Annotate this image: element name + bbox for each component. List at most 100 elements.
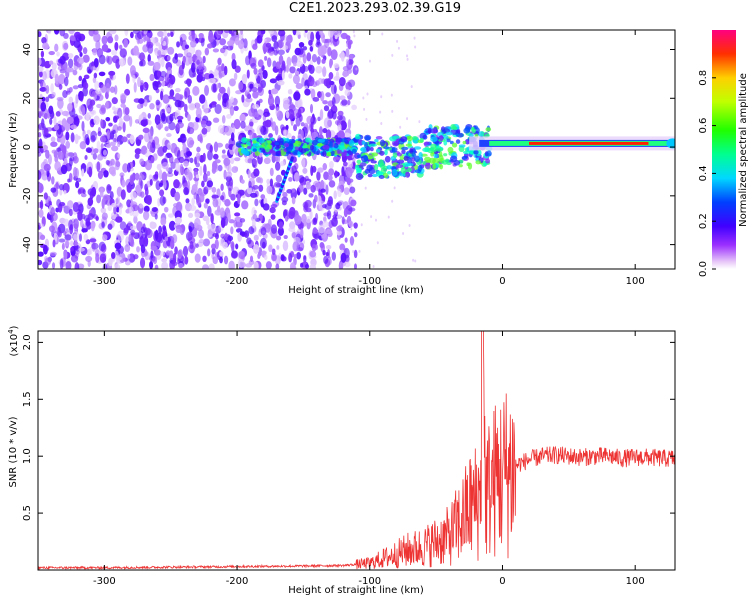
spectrogram-cell	[126, 199, 132, 208]
spectrogram-cell	[172, 202, 180, 208]
spectrogram-cell	[368, 59, 371, 63]
spectrogram-cell	[50, 83, 54, 94]
spectrogram-cell	[166, 55, 171, 61]
spectrogram-cell	[202, 55, 206, 64]
spectrogram-cell	[254, 82, 259, 88]
spectrogram-cell	[328, 168, 335, 176]
spectrogram-cell	[101, 198, 105, 209]
spectrogram-cell	[397, 159, 405, 164]
spectrogram-cell	[325, 92, 331, 98]
spectrogram-cell	[80, 193, 87, 198]
spectrogram-cell	[349, 186, 356, 194]
spectrogram-cell	[220, 183, 224, 191]
spectrogram-cell	[354, 164, 360, 171]
spectrogram-cell	[158, 225, 163, 234]
spectrogram-cell	[112, 129, 116, 135]
spectrogram-cell	[43, 127, 49, 136]
y-tick-label: 2.0	[22, 334, 33, 350]
spectrogram-cell	[95, 216, 99, 221]
spectrogram-cell	[199, 136, 203, 144]
spectrogram-cell	[239, 113, 246, 122]
spectrogram-cell	[319, 109, 324, 121]
spectrogram-cell	[73, 113, 79, 122]
spectrogram-cell	[130, 191, 137, 200]
spectrogram-cell	[303, 255, 307, 264]
spectrogram-cell	[287, 108, 295, 120]
spectrogram-cell	[204, 85, 210, 96]
spectrogram-cell	[70, 124, 78, 130]
spectrogram-cell	[327, 196, 333, 205]
x-tick-label: -300	[93, 576, 116, 587]
spectrogram-cell	[90, 135, 96, 143]
spectrogram-cell	[352, 250, 355, 254]
spectrogram-cell	[458, 144, 466, 148]
spectrogram-cell	[124, 30, 129, 36]
spectrogram-cell	[178, 156, 185, 164]
spectrogram-cell	[114, 242, 122, 250]
spectrogram-cell	[364, 168, 371, 174]
spectrogram-cell	[185, 198, 190, 204]
spectrogram-cell	[486, 150, 492, 157]
spectrogram-cell	[275, 106, 280, 117]
spectrogram-cell	[161, 261, 169, 269]
spectrogram-cell	[203, 163, 207, 175]
spectrogram-cell	[147, 60, 155, 66]
spectrogram-cell	[252, 90, 259, 99]
spectrogram-cell	[263, 157, 271, 165]
spectrogram-cell	[427, 127, 432, 134]
spectrogram-cell	[169, 75, 175, 86]
spectrogram-cell	[101, 44, 109, 52]
y-tick-label: 1.5	[22, 391, 33, 407]
spectrogram-cell	[306, 52, 312, 62]
spectrogram-cell	[195, 107, 202, 119]
spectrogram-cell	[70, 132, 75, 143]
spectrogram-cell	[196, 146, 201, 153]
spectrogram-cell	[189, 157, 194, 164]
spectrogram-cell	[274, 95, 281, 107]
spectrogram-cell	[234, 37, 240, 46]
spectrogram-cell	[47, 30, 52, 35]
spectrogram-cell	[208, 78, 216, 84]
spectrogram-cell	[59, 258, 64, 269]
spectrogram-cell	[120, 103, 126, 108]
spectrogram-cell	[83, 233, 89, 241]
spectrogram-cell	[39, 223, 45, 228]
signal-edge	[666, 138, 675, 149]
spectrogram-cell	[387, 170, 392, 175]
spectrogram-cell	[219, 256, 223, 264]
spectrogram-cell	[243, 38, 248, 49]
spectrogram-cell	[216, 205, 221, 213]
spectrogram-cell	[333, 85, 337, 94]
spectrogram-cell	[183, 103, 188, 113]
spectrogram-cell	[194, 212, 201, 218]
spectrogram-cell	[419, 137, 424, 143]
spectrogram-cell	[192, 86, 200, 96]
spectrogram-cell	[231, 59, 237, 70]
spectrogram-cell	[49, 251, 57, 256]
spectrogram-cell	[301, 77, 305, 87]
spectrogram-cell	[275, 263, 280, 269]
spectrogram-cell	[100, 84, 107, 93]
spectrogram-cell	[336, 229, 342, 236]
spectrogram-cell	[182, 175, 186, 185]
spectrogram-cell	[355, 135, 361, 140]
spectrogram-cell	[188, 67, 196, 78]
spectrogram-cell	[266, 57, 272, 68]
spectrogram-cell	[144, 187, 149, 197]
spectrogram-cell	[322, 100, 328, 105]
spectrogram-cell	[217, 164, 223, 172]
spectrogram-cell	[106, 130, 111, 140]
spectrogram-cell	[270, 214, 276, 220]
spectrogram-cell	[262, 241, 266, 249]
spectrogram-cell	[113, 205, 117, 215]
spectrogram-cell	[343, 187, 350, 196]
spectrogram-cell	[282, 99, 290, 110]
spectrogram-cell	[63, 218, 70, 227]
spectrogram-cell	[337, 110, 344, 117]
spectrogram-cell	[233, 72, 238, 81]
spectrogram-cell	[74, 133, 79, 145]
spectrogram-cell	[119, 48, 127, 58]
spectrogram-cell	[61, 145, 67, 155]
spectrogram-cell	[162, 145, 168, 153]
spectrogram-cell	[325, 184, 329, 195]
